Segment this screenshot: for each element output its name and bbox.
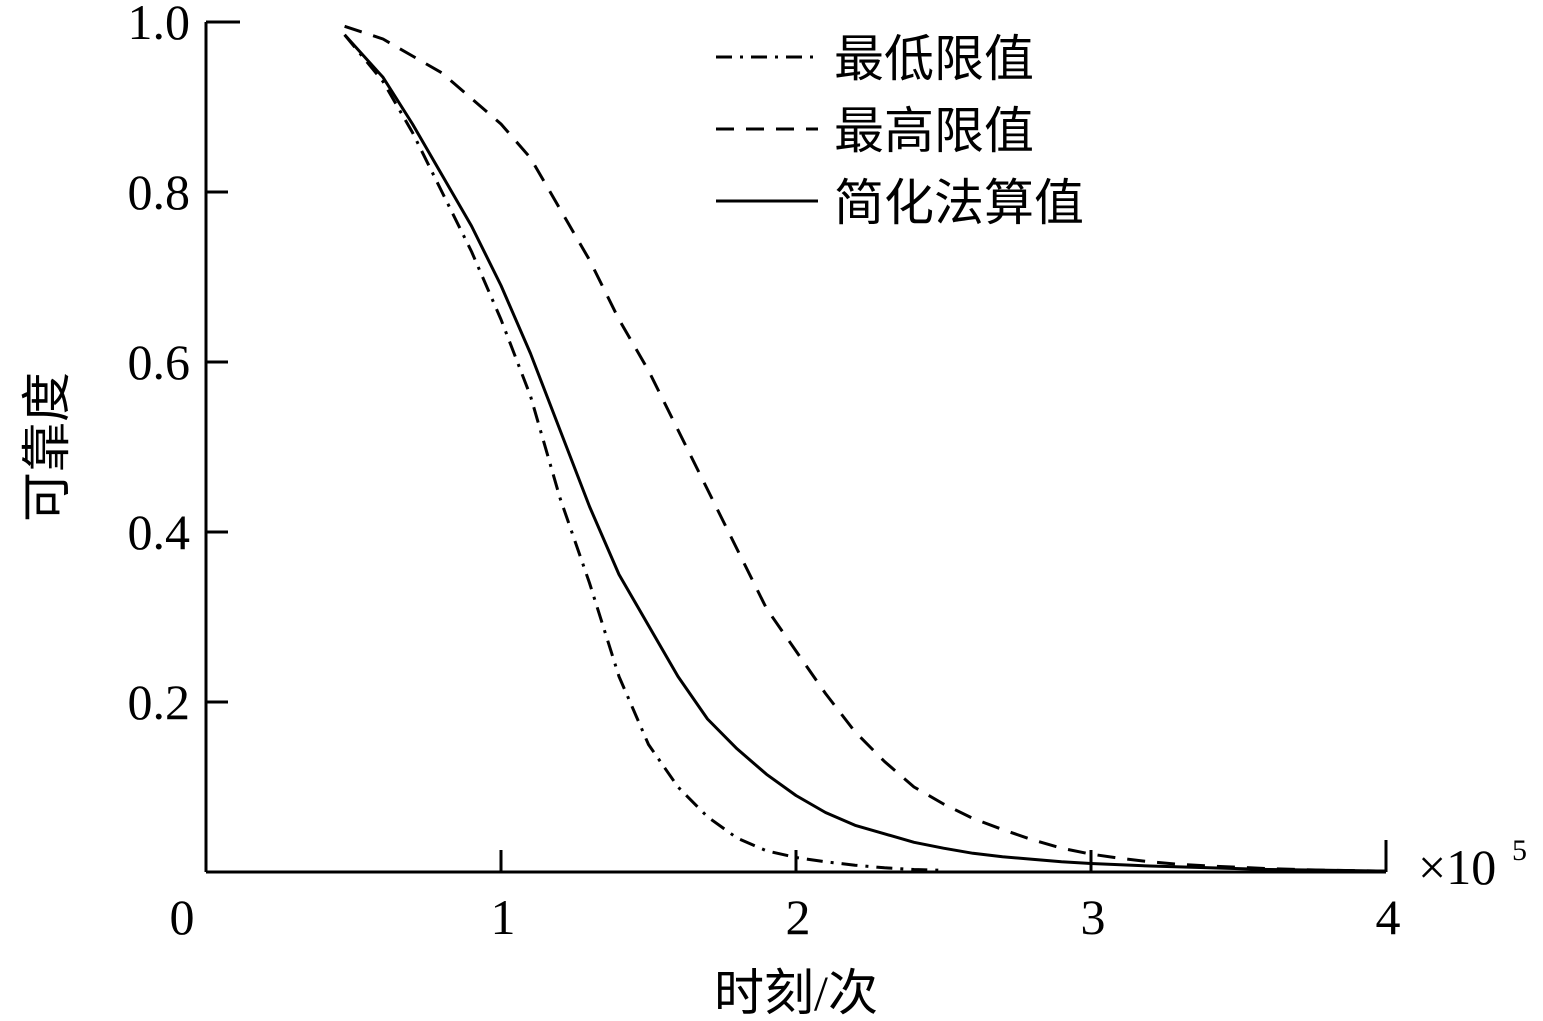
x-tick-label: 1: [491, 889, 516, 945]
x-tick-label: 0: [170, 889, 195, 945]
series-group: [343, 24, 1387, 873]
y-ticks: 0.2 0.4 0.6 0.8 1.0: [128, 0, 228, 730]
y-tick-label: 0.8: [128, 164, 191, 220]
legend-label-2: 最高限值: [834, 103, 1034, 159]
x-scale-base: ×10: [1418, 839, 1496, 895]
y-tick-label: 1.0: [128, 0, 191, 50]
x-ticks: 0 1 2 3 4: [170, 850, 1401, 945]
x-axis-title: 时刻/次: [714, 965, 878, 1021]
x-scale-exponent: 5: [1512, 834, 1527, 867]
axes: [204, 20, 1388, 874]
x-scale-factor: ×10 5: [1418, 834, 1527, 895]
y-tick-label: 0.4: [128, 504, 191, 560]
series-line-2: [344, 24, 1387, 873]
x-tick-label: 4: [1376, 889, 1401, 945]
legend-label-3: 简化法算值: [834, 175, 1084, 231]
y-tick-label: 0.2: [128, 674, 191, 730]
y-tick-label: 0.6: [128, 334, 191, 390]
x-tick-label: 2: [786, 889, 811, 945]
series-line-3: [343, 33, 1387, 873]
y-axis-title: 可靠度: [19, 372, 75, 522]
x-tick-label: 3: [1081, 889, 1106, 945]
legend-label-1: 最低限值: [834, 31, 1034, 87]
series-line-1: [343, 33, 944, 872]
